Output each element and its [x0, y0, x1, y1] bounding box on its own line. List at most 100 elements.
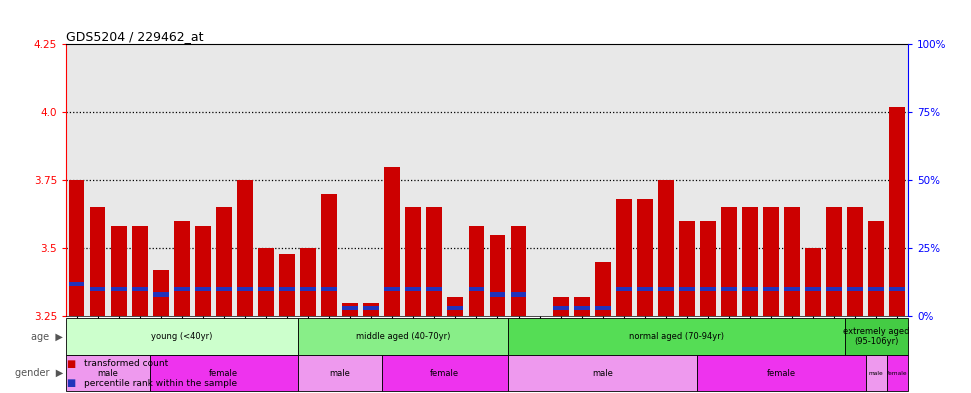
Bar [174, 287, 189, 291]
Bar [574, 297, 589, 316]
Bar [111, 226, 126, 316]
Bar [237, 287, 252, 291]
Bar [469, 287, 485, 291]
Bar [845, 318, 908, 355]
Bar [300, 248, 316, 316]
Text: GDS5204 / 229462_at: GDS5204 / 229462_at [66, 30, 204, 43]
Bar [342, 303, 358, 316]
Bar [279, 254, 295, 316]
Bar [152, 292, 169, 297]
Bar [258, 287, 274, 291]
Bar [258, 248, 274, 316]
Bar [700, 221, 716, 316]
Bar [469, 226, 485, 316]
Bar [195, 226, 211, 316]
Bar [763, 208, 779, 316]
Bar [66, 318, 297, 355]
Bar [826, 208, 842, 316]
Bar [66, 355, 151, 391]
Bar [297, 355, 382, 391]
Bar [385, 167, 400, 316]
Bar [889, 287, 905, 291]
Bar [89, 287, 106, 291]
Bar [297, 318, 508, 355]
Bar [511, 292, 526, 297]
Text: gender  ▶: gender ▶ [15, 368, 63, 378]
Bar [448, 306, 463, 310]
Bar [742, 287, 758, 291]
Bar [848, 287, 863, 291]
Bar [151, 355, 297, 391]
Bar [868, 221, 885, 316]
Bar [216, 208, 232, 316]
Bar [721, 287, 737, 291]
Bar [195, 287, 211, 291]
Bar [363, 303, 379, 316]
Bar [742, 208, 758, 316]
Bar [279, 287, 295, 291]
Text: ■: ■ [66, 378, 76, 388]
Bar [826, 287, 842, 291]
Bar [89, 208, 106, 316]
Text: age  ▶: age ▶ [31, 332, 63, 342]
Text: male: male [592, 369, 613, 378]
Bar [616, 199, 632, 316]
Bar [382, 355, 508, 391]
Text: female: female [430, 369, 459, 378]
Bar [132, 287, 148, 291]
Bar [111, 287, 126, 291]
Bar [887, 355, 908, 391]
Bar [866, 355, 887, 391]
Text: female: female [210, 369, 239, 378]
Bar [426, 287, 442, 291]
Bar [237, 180, 252, 316]
Bar [489, 235, 505, 316]
Text: extremely aged
(95-106yr): extremely aged (95-106yr) [843, 327, 910, 346]
Text: transformed count: transformed count [84, 359, 168, 368]
Bar [721, 208, 737, 316]
Bar [848, 208, 863, 316]
Bar [321, 194, 337, 316]
Text: female: female [767, 369, 796, 378]
Bar [426, 208, 442, 316]
Bar [805, 248, 821, 316]
Bar [385, 287, 400, 291]
Bar [785, 287, 800, 291]
Bar [132, 226, 148, 316]
Bar [574, 306, 589, 310]
Bar [658, 180, 674, 316]
Bar [508, 318, 845, 355]
Bar [406, 287, 421, 291]
Bar [637, 199, 653, 316]
Bar [889, 107, 905, 316]
Text: male: male [869, 371, 884, 376]
Text: male: male [98, 369, 118, 378]
Bar [552, 306, 568, 310]
Bar [805, 287, 821, 291]
Bar [552, 297, 568, 316]
Text: ■: ■ [66, 358, 76, 369]
Bar [216, 287, 232, 291]
Bar [406, 208, 421, 316]
Bar [342, 306, 358, 310]
Bar [300, 287, 316, 291]
Bar [868, 287, 885, 291]
Bar [489, 292, 505, 297]
Text: percentile rank within the sample: percentile rank within the sample [84, 379, 237, 387]
Text: normal aged (70-94yr): normal aged (70-94yr) [629, 332, 723, 341]
Bar [69, 180, 84, 316]
Bar [616, 287, 632, 291]
Bar [363, 306, 379, 310]
Text: female: female [887, 371, 908, 376]
Text: middle aged (40-70yr): middle aged (40-70yr) [355, 332, 450, 341]
Bar [679, 221, 695, 316]
Bar [595, 262, 611, 316]
Bar [152, 270, 169, 316]
Bar [321, 287, 337, 291]
Bar [679, 287, 695, 291]
Bar [69, 281, 84, 286]
Text: young (<40yr): young (<40yr) [151, 332, 213, 341]
Bar [637, 287, 653, 291]
Bar [697, 355, 866, 391]
Bar [595, 306, 611, 310]
